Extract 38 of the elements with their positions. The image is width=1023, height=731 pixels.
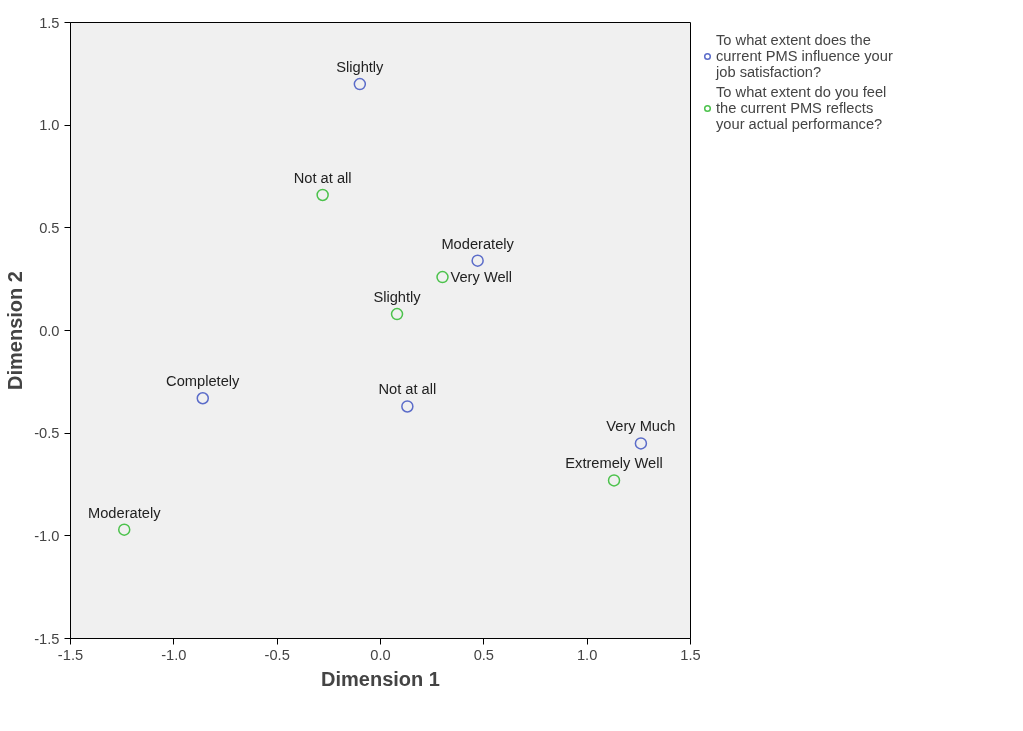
y-tick-label: -0.5 xyxy=(34,425,60,442)
x-tick-label: -0.5 xyxy=(264,646,290,663)
point xyxy=(401,400,414,413)
x-axis-title: Dimension 1 xyxy=(321,667,440,690)
point xyxy=(634,437,648,450)
point xyxy=(471,254,484,267)
x-tick-label: -1.0 xyxy=(161,646,187,663)
legend-label: To what extent does the current PMS influence your job satisfaction? xyxy=(716,32,893,80)
annotation: Extremely Well xyxy=(565,455,663,472)
y-tick-label: 1.5 xyxy=(39,14,60,31)
x-tick-label: 0.0 xyxy=(370,646,391,663)
annotation: Moderately xyxy=(87,504,162,521)
point xyxy=(436,270,449,284)
annotation: Very Well xyxy=(450,269,513,286)
point xyxy=(196,392,210,405)
x-tick-label: 0.5 xyxy=(473,646,495,663)
annotation: Slightly xyxy=(336,59,385,76)
point xyxy=(607,474,621,487)
x-tick-label: -1.5 xyxy=(57,646,84,663)
x-tick-label: 1.0 xyxy=(576,646,598,663)
annotation: Very Much xyxy=(606,418,676,435)
legend-label: To what extent do you feel the current PMS reflects your actual performance? xyxy=(716,84,887,132)
y-tick-label: 0.0 xyxy=(39,322,60,339)
annotation: Moderately xyxy=(441,235,515,252)
annotation: Completely xyxy=(166,373,241,390)
point xyxy=(117,523,131,536)
y-tick-label: 1.0 xyxy=(39,117,60,134)
annotation: Not at all xyxy=(293,169,352,186)
annotation: Not at all xyxy=(378,381,437,398)
y-tick-label: -1.5 xyxy=(34,630,60,647)
x-tick-label: 1.5 xyxy=(680,646,701,663)
y-axis-title: Dimension 2 xyxy=(4,271,27,390)
annotation: Slightly xyxy=(373,289,422,306)
point xyxy=(316,188,329,202)
point xyxy=(390,307,404,321)
y-tick-label: 0.5 xyxy=(39,219,60,236)
point xyxy=(353,77,367,91)
y-tick-label: -1.0 xyxy=(34,527,60,544)
